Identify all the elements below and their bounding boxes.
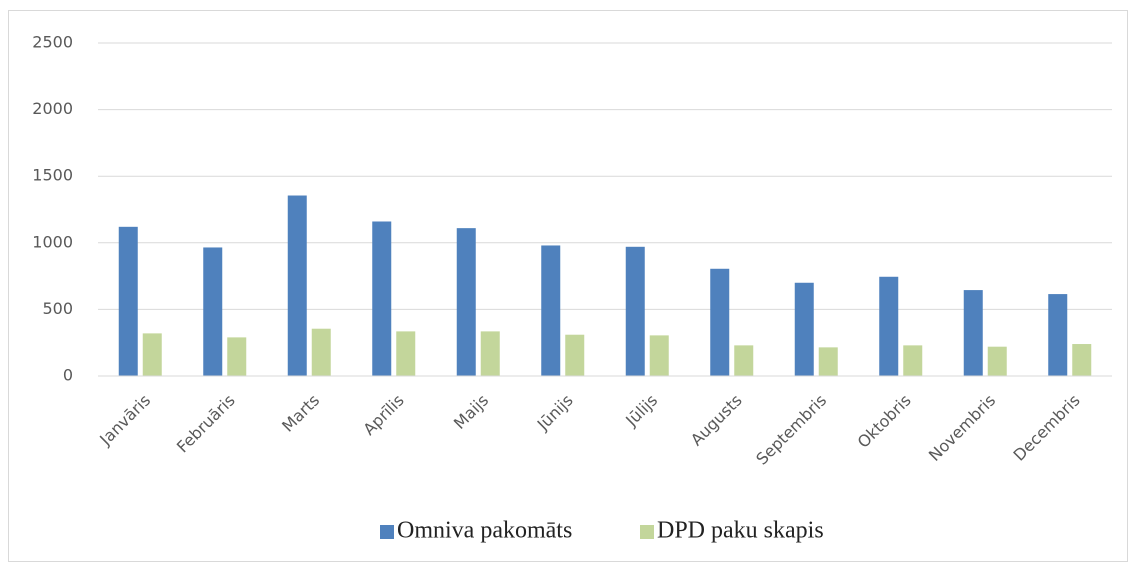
x-tick-label: Septembris xyxy=(752,391,830,469)
bar xyxy=(649,335,669,376)
legend-label: Omniva pakomāts xyxy=(397,518,572,544)
x-tick-label: Jūnijs xyxy=(533,391,577,435)
bar xyxy=(565,334,585,376)
x-tick-label: Janvāris xyxy=(95,391,154,450)
x-tick-label: Maijs xyxy=(450,391,492,433)
bar xyxy=(396,331,416,376)
legend-label: DPD paku skapis xyxy=(657,518,824,544)
y-tick-label: 1500 xyxy=(32,166,73,185)
x-tick-label: Oktobris xyxy=(854,391,915,452)
bar xyxy=(734,345,754,376)
bar xyxy=(794,282,814,376)
bar xyxy=(903,345,923,376)
bar xyxy=(287,195,307,376)
bar xyxy=(118,226,138,376)
legend-swatch xyxy=(640,525,654,539)
legend-swatch xyxy=(380,525,394,539)
bar xyxy=(1072,344,1092,376)
y-tick-label: 500 xyxy=(42,299,73,318)
bar xyxy=(203,247,223,376)
bar xyxy=(142,333,162,376)
x-tick-label: Decembris xyxy=(1010,391,1084,465)
bar xyxy=(311,328,331,376)
bar xyxy=(818,347,838,376)
y-tick-label: 2500 xyxy=(32,33,73,52)
y-tick-label: 0 xyxy=(63,366,73,385)
bar xyxy=(227,337,247,376)
y-tick-label: 1000 xyxy=(32,232,73,251)
bar xyxy=(372,221,392,376)
bar xyxy=(987,346,1007,376)
x-tick-label: Februāris xyxy=(173,391,239,457)
bar xyxy=(963,290,983,376)
bar xyxy=(879,276,899,376)
chart-frame xyxy=(8,10,1128,562)
bar xyxy=(1048,294,1068,376)
x-tick-label: Marts xyxy=(278,391,323,436)
x-tick-label: Jūlijs xyxy=(621,391,661,431)
bar xyxy=(541,245,561,376)
x-tick-label: Novembris xyxy=(925,391,999,465)
bar xyxy=(456,228,476,376)
y-tick-label: 2000 xyxy=(32,99,73,118)
x-tick-label: Aprīlis xyxy=(359,391,407,439)
bar xyxy=(625,246,645,376)
x-tick-label: Augusts xyxy=(687,391,746,450)
bar xyxy=(710,268,730,376)
bar xyxy=(480,331,500,376)
